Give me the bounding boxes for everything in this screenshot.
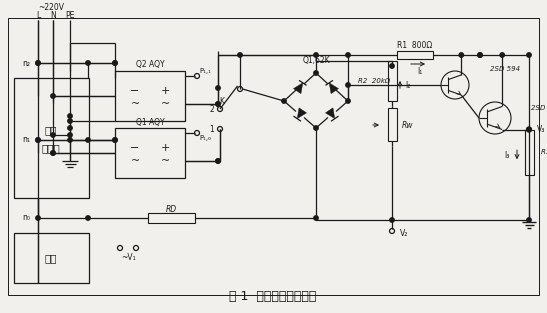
Text: ~220V: ~220V [38, 3, 64, 13]
Bar [14, 78, 89, 198]
Text: ~: ~ [160, 156, 170, 166]
Circle shape [36, 61, 40, 65]
Text: 2SD 272: 2SD 272 [531, 105, 547, 111]
Circle shape [346, 83, 350, 87]
Circle shape [51, 94, 55, 98]
Polygon shape [325, 108, 335, 119]
Circle shape [113, 61, 117, 65]
Circle shape [346, 53, 350, 57]
Text: 图 1  信号采集控制电路: 图 1 信号采集控制电路 [229, 290, 317, 303]
Text: R2  20kΩ: R2 20kΩ [358, 78, 390, 84]
Circle shape [86, 138, 90, 142]
Circle shape [36, 216, 40, 220]
Text: −: − [130, 86, 139, 96]
Text: ~: ~ [160, 99, 170, 109]
Circle shape [282, 99, 286, 103]
Text: Q2 AQY: Q2 AQY [136, 60, 164, 69]
Text: I₂: I₂ [405, 80, 411, 90]
Circle shape [314, 71, 318, 75]
Text: Rw: Rw [402, 121, 414, 130]
Text: L: L [36, 12, 40, 20]
Text: R3  1Ω: R3 1Ω [541, 149, 547, 155]
Bar [397, 51, 433, 59]
Text: ~: ~ [130, 156, 139, 166]
Circle shape [238, 53, 242, 57]
Text: V₂: V₂ [400, 228, 409, 238]
Text: I₁: I₁ [417, 66, 423, 75]
Text: n₁: n₁ [22, 136, 30, 145]
Text: 2SD 594: 2SD 594 [490, 66, 520, 72]
Circle shape [86, 216, 90, 220]
Circle shape [68, 138, 72, 142]
Bar [525, 130, 533, 175]
Text: R1  800Ω: R1 800Ω [397, 40, 433, 49]
Circle shape [86, 61, 90, 65]
Circle shape [68, 114, 72, 118]
Circle shape [36, 61, 40, 65]
Text: P₁,₀: P₁,₀ [199, 135, 211, 141]
Circle shape [346, 99, 350, 103]
Circle shape [216, 102, 220, 106]
Text: n₀: n₀ [22, 213, 30, 223]
Bar [148, 213, 195, 223]
Text: K: K [219, 98, 224, 106]
Circle shape [500, 53, 504, 57]
Polygon shape [294, 83, 303, 94]
Circle shape [68, 126, 72, 130]
Bar [115, 128, 185, 178]
Bar [387, 61, 397, 101]
Bar [387, 108, 397, 141]
Circle shape [314, 53, 318, 57]
Text: V₃: V₃ [537, 125, 545, 134]
Circle shape [314, 216, 318, 220]
Circle shape [68, 119, 72, 123]
Text: Q1 AQY: Q1 AQY [136, 117, 164, 126]
Text: +: + [160, 143, 170, 153]
Text: P₁,₁: P₁,₁ [199, 68, 211, 74]
Circle shape [113, 138, 117, 142]
Circle shape [527, 53, 531, 57]
Circle shape [478, 53, 482, 57]
Bar [14, 233, 89, 283]
Circle shape [314, 126, 318, 130]
Text: 漏电: 漏电 [45, 125, 57, 135]
Bar [8, 18, 539, 295]
Circle shape [216, 102, 220, 106]
Circle shape [68, 133, 72, 137]
Text: 保护器: 保护器 [42, 143, 60, 153]
Text: ~V₁: ~V₁ [121, 254, 135, 263]
Circle shape [113, 61, 117, 65]
Polygon shape [329, 83, 339, 94]
Circle shape [459, 53, 463, 57]
Text: 1: 1 [210, 125, 214, 134]
Circle shape [390, 218, 394, 222]
Polygon shape [297, 108, 306, 119]
Text: n₂: n₂ [22, 59, 30, 68]
Circle shape [390, 64, 394, 68]
Bar [115, 71, 185, 121]
Text: 负载: 负载 [45, 253, 57, 263]
Circle shape [216, 159, 220, 163]
Circle shape [216, 86, 220, 90]
Text: Q1,62K: Q1,62K [302, 57, 330, 65]
Circle shape [113, 138, 117, 142]
Text: +: + [160, 86, 170, 96]
Text: −: − [130, 143, 139, 153]
Text: 2: 2 [210, 105, 214, 114]
Circle shape [527, 218, 531, 222]
Circle shape [478, 53, 482, 57]
Text: ~: ~ [130, 99, 139, 109]
Text: I₃: I₃ [504, 151, 510, 160]
Circle shape [36, 138, 40, 142]
Circle shape [216, 159, 220, 163]
Circle shape [36, 138, 40, 142]
Text: RD: RD [165, 204, 177, 213]
Circle shape [51, 151, 55, 155]
Circle shape [51, 133, 55, 137]
Circle shape [51, 151, 55, 155]
Circle shape [527, 127, 531, 132]
Text: N: N [50, 12, 56, 20]
Text: PE: PE [65, 12, 75, 20]
